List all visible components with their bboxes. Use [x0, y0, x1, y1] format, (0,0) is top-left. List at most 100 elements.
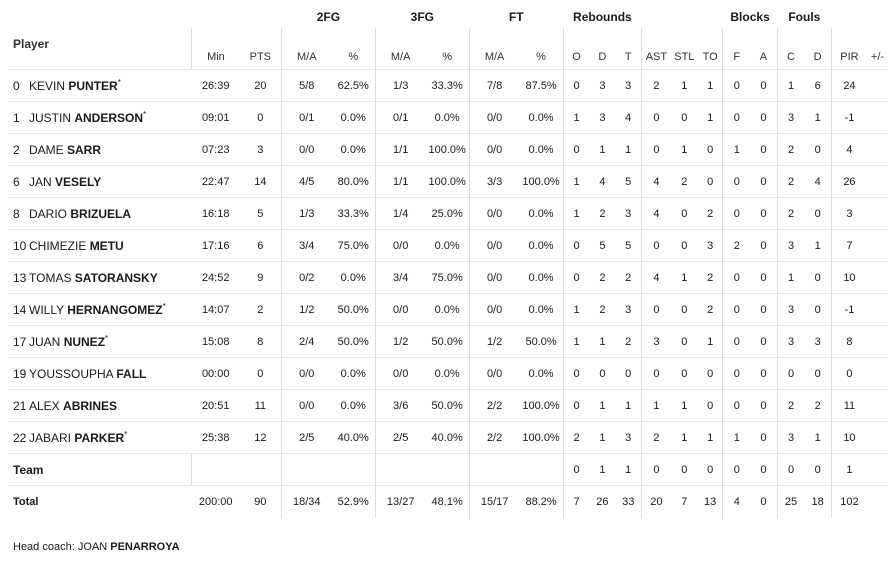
empty-cell [425, 453, 470, 486]
player-number: 21 [13, 399, 27, 413]
cell-2fg-ma: 18/34 [280, 485, 332, 518]
cell-foul-c: 0 [776, 357, 805, 390]
cell-foul-d: 18 [804, 485, 832, 518]
cell-reb-o: 7 [562, 485, 590, 518]
cell-reb-t: 2 [615, 325, 642, 358]
header-spacer-3 [831, 6, 888, 28]
empty-cell [331, 453, 376, 486]
group-header-row: Player 2FG 3FG FT Rebounds Blocks Fouls [8, 6, 888, 51]
cell-pir: 24 [830, 69, 867, 102]
player-cell: 10 CHIMEZIE METU [8, 229, 192, 262]
header-pts: PTS [249, 51, 272, 63]
header-fouls: Fouls [788, 10, 821, 24]
cell-3fg-ma: 0/1 [374, 101, 426, 134]
cell-2fg-ma: 0/0 [280, 133, 332, 166]
header-ft: FT [508, 10, 524, 24]
player-row: 19 YOUSSOUPHA FALL 00:00 0 0/0 0.0% 0/0 0.0% 0/0… [8, 357, 888, 390]
cell-foul-d: 0 [804, 453, 832, 486]
cell-blk-a: 0 [750, 421, 778, 454]
cell-blk-f: 0 [722, 293, 751, 326]
cell-reb-o: 0 [562, 389, 590, 422]
cell-blk-f: 0 [722, 261, 751, 294]
cell-plusminus [866, 261, 888, 294]
cell-2fg-pct: 0.0% [331, 357, 376, 390]
header-to: TO [702, 51, 718, 63]
cell-reb-o: 1 [562, 293, 590, 326]
cell-to: 2 [697, 293, 723, 326]
cell-2fg-pct: 0.0% [331, 133, 376, 166]
player-first-name: KEVIN [29, 79, 66, 93]
cell-2fg-ma: 2/5 [280, 421, 332, 454]
cell-min: 25:38 [191, 421, 240, 454]
cell-min: 09:01 [191, 101, 240, 134]
cell-foul-c: 2 [776, 165, 805, 198]
cell-stl: 1 [670, 389, 698, 422]
cell-plusminus [866, 101, 888, 134]
cell-to: 13 [697, 485, 723, 518]
cell-reb-t: 5 [615, 165, 642, 198]
player-row: 17 JUAN NUNEZ* 15:08 8 2/4 50.0% 1/2 50.0% 1/2 50… [8, 325, 888, 358]
cell-reb-d: 1 [589, 421, 616, 454]
cell-min: 24:52 [191, 261, 240, 294]
cell-blk-f: 0 [722, 325, 751, 358]
cell-3fg-pct: 0.0% [425, 229, 470, 262]
cell-foul-c: 3 [776, 421, 805, 454]
cell-plusminus [866, 229, 888, 262]
player-first-name: ALEX [29, 399, 60, 413]
cell-ft-pct: 0.0% [519, 357, 564, 390]
cell-ast: 0 [641, 293, 671, 326]
boxscore-body: 0 KEVIN PUNTER* 26:39 20 5/8 62.5% 1/3 33.3% 7/8… [8, 69, 888, 518]
cell-stl: 7 [670, 485, 698, 518]
cell-reb-t: 33 [615, 485, 642, 518]
cell-pir: 10 [830, 261, 867, 294]
cell-reb-t: 2 [615, 261, 642, 294]
cell-reb-d: 2 [589, 293, 616, 326]
player-first-name: WILLY [29, 303, 64, 317]
player-number: 13 [13, 271, 27, 285]
cell-pts: 14 [239, 165, 282, 198]
cell-reb-o: 1 [562, 101, 590, 134]
cell-pts: 5 [239, 197, 282, 230]
cell-2fg-ma: 0/2 [280, 261, 332, 294]
header-plusminus: +/- [870, 51, 885, 63]
player-number: 19 [13, 367, 27, 381]
cell-2fg-ma: 0/1 [280, 101, 332, 134]
cell-3fg-ma: 1/3 [374, 69, 426, 102]
cell-blk-a: 0 [750, 165, 778, 198]
cell-min: 22:47 [191, 165, 240, 198]
cell-pts: 6 [239, 229, 282, 262]
cell-blk-f: 2 [722, 229, 751, 262]
empty-cell [191, 453, 240, 486]
player-row: 22 JABARI PARKER* 25:38 12 2/5 40.0% 2/5 40.0% 2… [8, 421, 888, 454]
cell-min: 07:23 [191, 133, 240, 166]
cell-ast: 4 [641, 197, 671, 230]
cell-foul-c: 2 [776, 197, 805, 230]
cell-foul-d: 0 [804, 261, 832, 294]
cell-min: 20:51 [191, 389, 240, 422]
cell-reb-o: 0 [562, 261, 590, 294]
cell-to: 2 [697, 197, 723, 230]
cell-reb-d: 1 [589, 325, 616, 358]
header-2fg-ma: M/A [280, 28, 332, 70]
header-player: Player [13, 36, 50, 51]
cell-blk-f: 0 [722, 389, 751, 422]
header-spacer-2 [642, 6, 723, 28]
cell-reb-d: 3 [589, 69, 616, 102]
cell-min: 200:00 [191, 485, 240, 518]
cell-blk-a: 0 [750, 389, 778, 422]
header-2fg-pct: % [348, 51, 359, 63]
cell-plusminus [866, 485, 888, 518]
player-cell: 6 JAN VESELY [8, 165, 192, 198]
cell-min: 17:16 [191, 229, 240, 262]
cell-foul-c: 1 [776, 261, 805, 294]
cell-3fg-ma: 1/1 [374, 165, 426, 198]
cell-reb-o: 0 [562, 69, 590, 102]
cell-to: 2 [697, 261, 723, 294]
head-coach-label: Head coach: [13, 541, 75, 553]
header-blk-a: A [759, 51, 768, 63]
cell-reb-t: 5 [615, 229, 642, 262]
cell-stl: 0 [670, 357, 698, 390]
cell-min: 26:39 [191, 69, 240, 102]
cell-foul-c: 3 [776, 229, 805, 262]
cell-to: 1 [697, 69, 723, 102]
